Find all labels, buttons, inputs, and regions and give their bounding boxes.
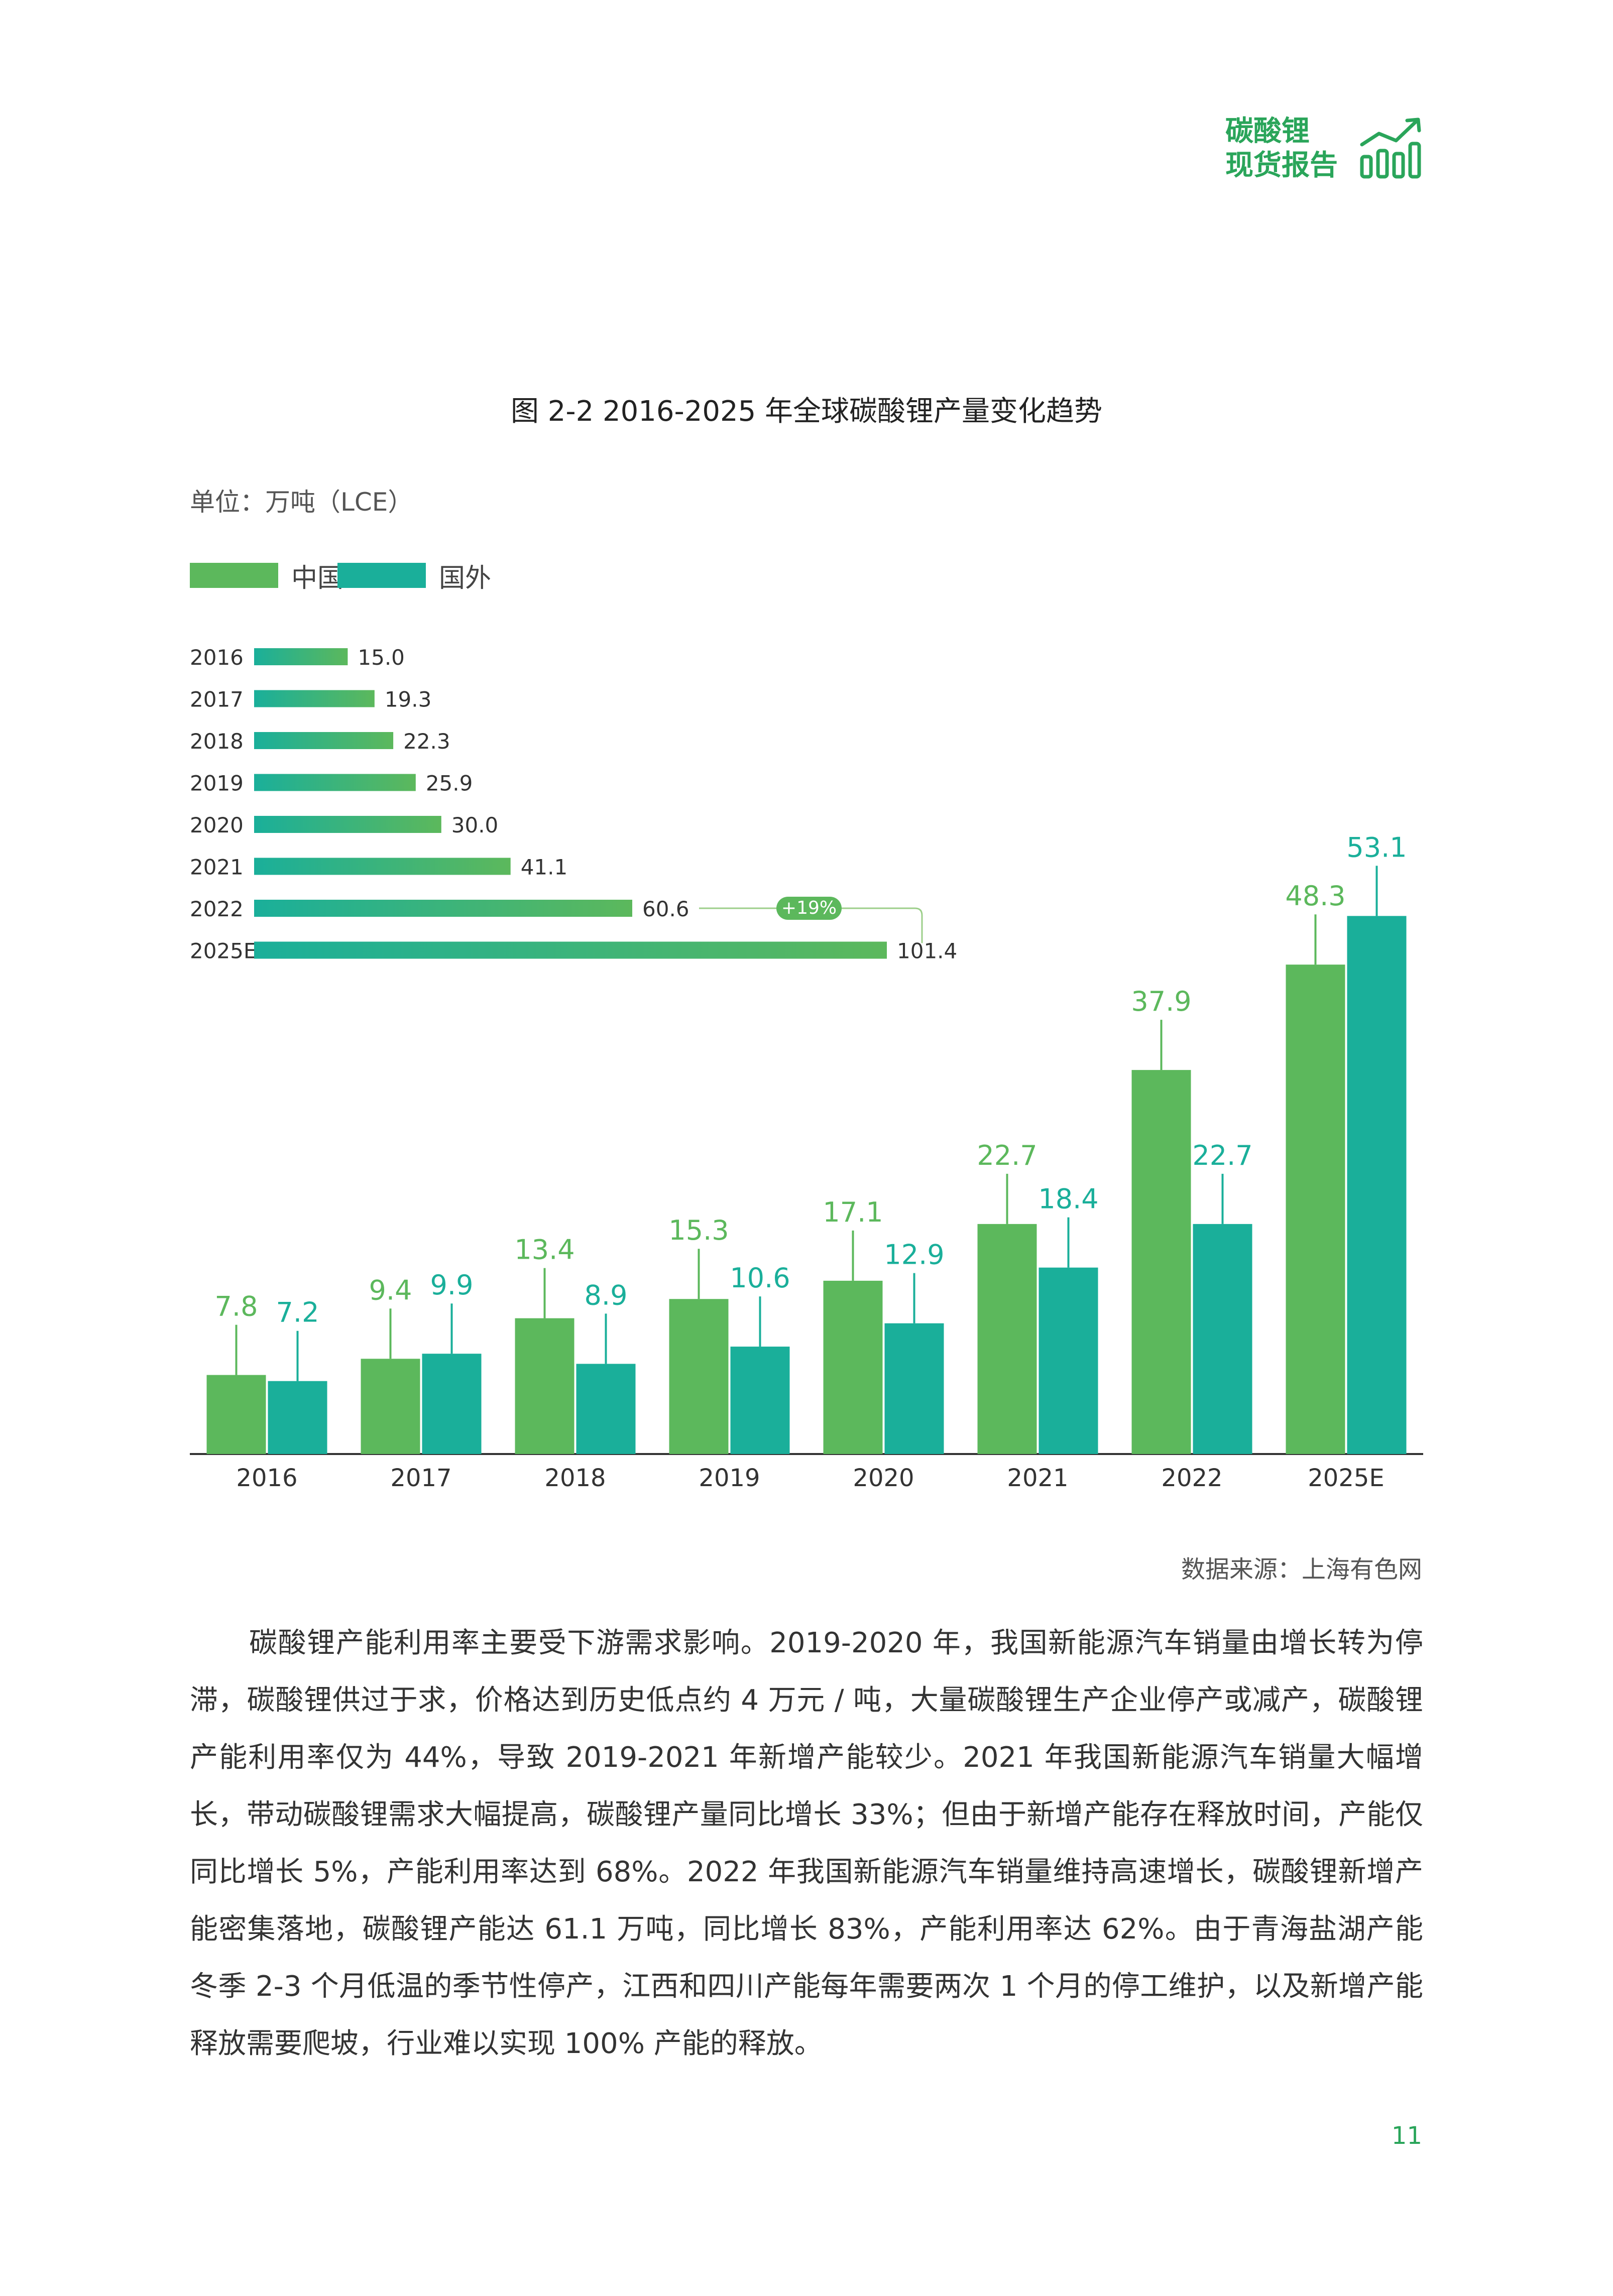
total-bar <box>254 648 348 665</box>
data-label: 15.3 <box>668 1215 729 1246</box>
data-label: 18.4 <box>1038 1183 1098 1215</box>
y-tick-label: 2021 <box>190 855 244 880</box>
logo-text: 碳酸锂 现货报告 <box>1225 114 1346 183</box>
bar-china <box>823 1280 883 1454</box>
growth-bracket <box>699 907 923 943</box>
data-label: 12.9 <box>884 1239 944 1271</box>
bar-overseas <box>576 1364 636 1454</box>
data-label: 7.2 <box>276 1297 319 1328</box>
y-tick-label: 2019 <box>190 771 244 796</box>
legend-label-overseas: 国外 <box>439 563 492 593</box>
legend-swatch-overseas <box>337 563 426 588</box>
data-label: 48.3 <box>1285 880 1345 912</box>
data-source: 数据来源：上海有色网 <box>1181 1555 1422 1584</box>
total-bar <box>254 858 511 875</box>
total-value-label: 19.3 <box>385 687 432 712</box>
y-tick-label: 2016 <box>190 645 244 670</box>
legend-item-overseas: 国外 <box>337 561 491 593</box>
growth-badge <box>776 897 842 920</box>
bar-overseas <box>1193 1224 1252 1454</box>
data-label: 9.9 <box>430 1269 474 1301</box>
bar-china <box>669 1299 729 1454</box>
total-value-label: 15.0 <box>358 645 405 670</box>
y-tick-label: 2018 <box>190 729 244 754</box>
bar-china <box>977 1224 1037 1454</box>
legend-label-china: 中国 <box>291 563 344 593</box>
total-bar <box>254 900 633 917</box>
bar-china <box>1131 1070 1191 1454</box>
data-label: 8.9 <box>585 1279 628 1311</box>
y-tick-label: 2025E <box>190 939 257 963</box>
production-chart: 2016 15.0 2017 19.3 2018 22.3 2019 25.9 2020 30.0… <box>190 645 1423 1492</box>
total-bar <box>254 732 394 749</box>
x-tick-label: 2019 <box>699 1464 760 1492</box>
y-tick-label: 2022 <box>190 897 244 921</box>
figure-title: 图 2-2 2016-2025 年全球碳酸锂产量变化趋势 <box>510 395 1103 428</box>
total-bar <box>254 941 887 959</box>
page-number: 11 <box>1391 2122 1422 2150</box>
bar-overseas <box>884 1323 944 1454</box>
bar-chart-trend-icon <box>1360 117 1421 179</box>
total-value-label: 60.6 <box>642 897 689 921</box>
logo-line-2: 现货报告 <box>1225 149 1338 182</box>
data-label: 10.6 <box>730 1262 790 1294</box>
unit-label: 单位：万吨（LCE） <box>190 488 413 517</box>
total-bar <box>254 690 375 707</box>
data-label: 13.4 <box>514 1234 574 1266</box>
total-value-label: 101.4 <box>897 939 957 963</box>
horizontal-bar-chart: 2016 15.0 2017 19.3 2018 22.3 2019 25.9 2020 30.0… <box>190 645 957 963</box>
bar-china <box>206 1375 266 1454</box>
total-value-label: 41.1 <box>521 855 568 880</box>
logo-line-1: 碳酸锂 <box>1225 115 1310 148</box>
total-value-label: 25.9 <box>426 771 473 796</box>
growth-badge-text: +19% <box>781 898 837 918</box>
x-tick-label: 2021 <box>1007 1464 1068 1492</box>
y-tick-label: 2017 <box>190 687 244 712</box>
bar-overseas <box>730 1347 790 1454</box>
data-label: 22.7 <box>977 1140 1037 1171</box>
x-tick-label: 2025E <box>1308 1464 1384 1492</box>
data-label: 7.8 <box>215 1291 258 1322</box>
data-label: 9.4 <box>369 1274 412 1306</box>
legend-swatch-china <box>190 563 278 588</box>
bar-overseas <box>1039 1267 1098 1454</box>
x-tick-label: 2022 <box>1161 1464 1222 1492</box>
data-label: 17.1 <box>823 1196 883 1228</box>
bar-china <box>515 1318 574 1454</box>
x-tick-label: 2017 <box>390 1464 451 1492</box>
bar-china <box>1286 964 1345 1454</box>
data-label: 37.9 <box>1131 986 1191 1017</box>
total-value-label: 30.0 <box>451 813 499 837</box>
bar-overseas <box>1347 916 1407 1454</box>
bar-overseas <box>268 1381 327 1454</box>
x-tick-label: 2020 <box>853 1464 914 1492</box>
x-tick-label: 2018 <box>544 1464 606 1492</box>
body-paragraph: 碳酸锂产能利用率主要受下游需求影响。2019-2020 年，我国新能源汽车销量由… <box>190 1627 1423 2060</box>
bar-china <box>361 1359 420 1454</box>
data-label: 22.7 <box>1192 1140 1252 1171</box>
data-label: 53.1 <box>1346 831 1407 863</box>
total-bar <box>254 774 416 791</box>
legend-item-china: 中国 <box>190 561 343 593</box>
total-value-label: 22.3 <box>403 729 450 754</box>
y-tick-label: 2020 <box>190 813 244 837</box>
total-bar <box>254 816 441 833</box>
x-tick-label: 2016 <box>236 1464 297 1492</box>
bar-overseas <box>422 1354 482 1454</box>
